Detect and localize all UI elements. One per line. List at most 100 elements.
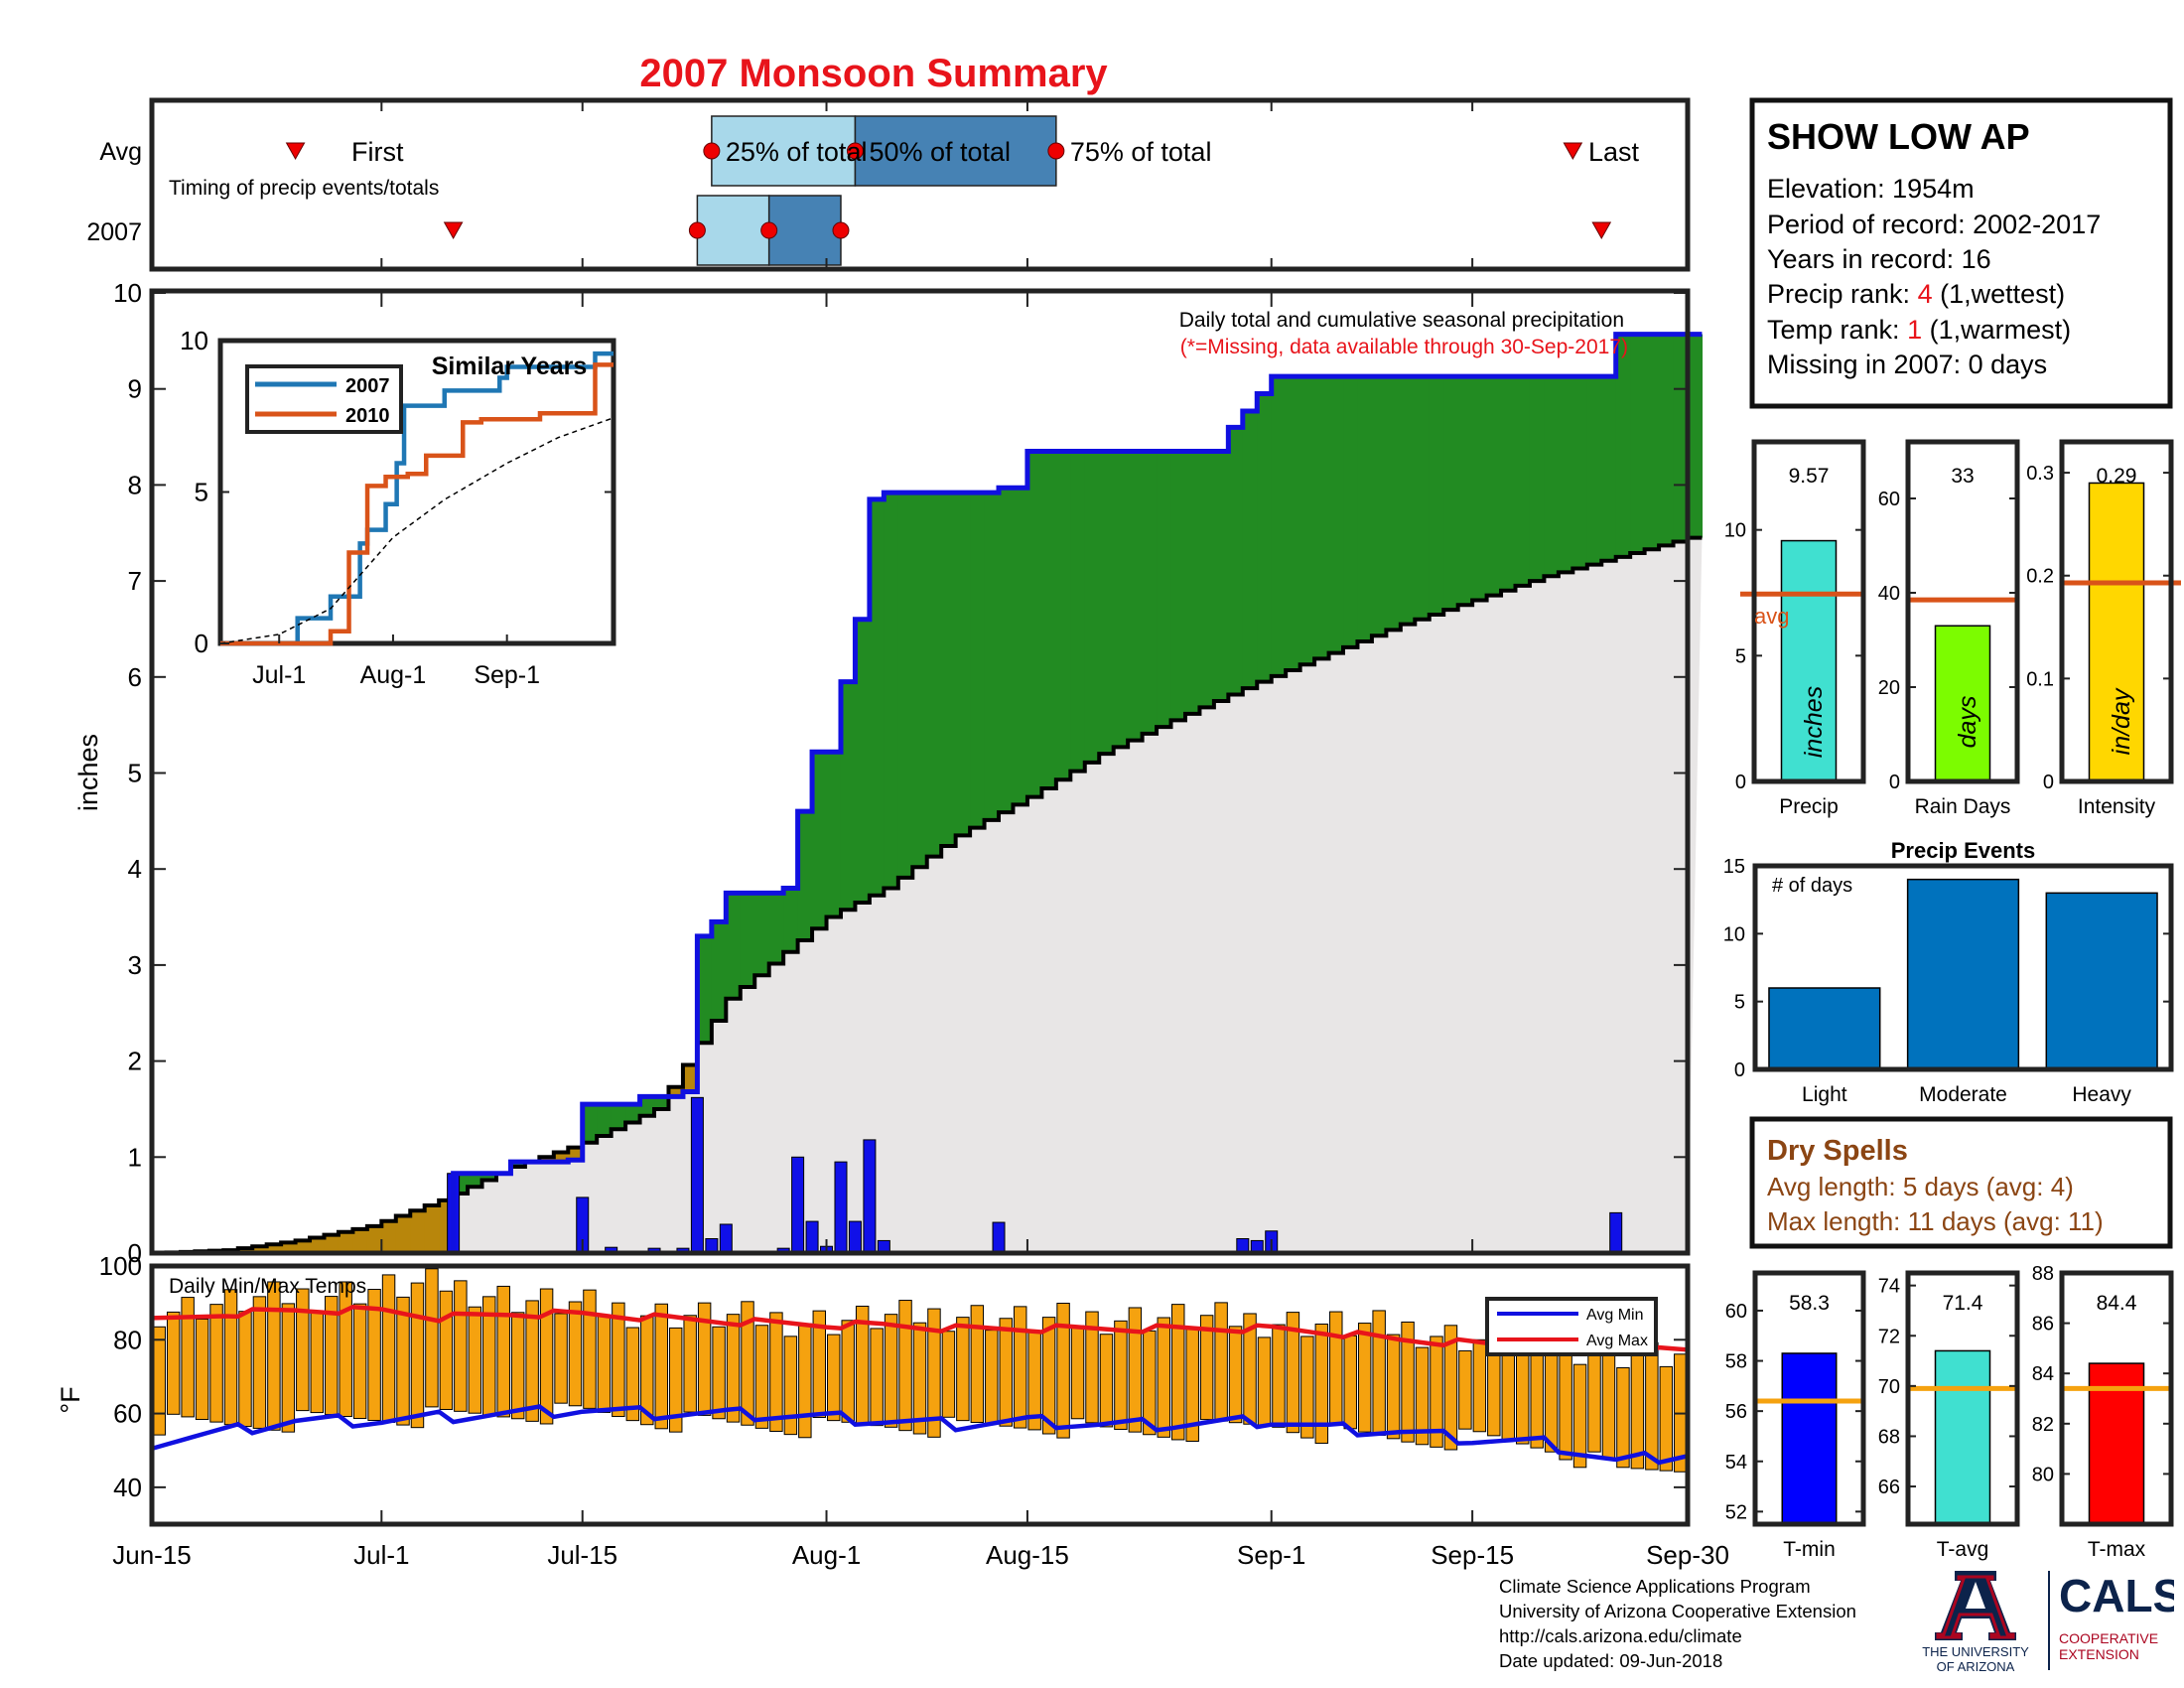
surplus-segment [1415, 376, 1431, 620]
temp-legend-box [1485, 1297, 1658, 1356]
daily-temp-bar [741, 1301, 754, 1426]
t_avg-frame [1905, 1270, 2020, 1527]
y-tick-label: 9 [128, 374, 142, 404]
p75-label: 75% of total [1070, 137, 1212, 167]
daily-temp-bar [1157, 1317, 1171, 1438]
surplus-segment [840, 681, 857, 911]
daily-temp-bar [1443, 1325, 1458, 1451]
deficit-segment [568, 1147, 584, 1161]
surplus-segment [970, 492, 986, 828]
daily-temp-bar [468, 1306, 482, 1414]
x-tick-label: Jun-15 [112, 1540, 192, 1570]
season-precip-avg-label: avg [1754, 604, 1789, 629]
daily-temp-bar [769, 1312, 783, 1433]
surplus-segment [1199, 451, 1215, 708]
surplus-segment [1041, 451, 1057, 788]
footer-credits: Climate Science Applications Program Uni… [1499, 1574, 1856, 1673]
t_avg-y-tick-label: 70 [1878, 1376, 1900, 1398]
rain_days-x-label: Rain Days [1915, 795, 2011, 818]
x-tick-label: Sep-1 [1237, 1540, 1305, 1570]
events-bar-light [1768, 987, 1881, 1070]
station-period: Period of record: 2002-2017 [1767, 210, 2101, 239]
page-title: 2007 Monsoon Summary [639, 52, 1108, 95]
daily-temp-bar [1257, 1336, 1272, 1427]
t_max-y-tick-label: 82 [2032, 1414, 2054, 1436]
t_max-y-tick-label: 86 [2032, 1314, 2054, 1336]
daily-temp-bar [1659, 1365, 1674, 1472]
daily-precip-bar [690, 1096, 704, 1254]
daily-temp-bar [238, 1311, 252, 1428]
surplus-segment [869, 498, 885, 896]
daily-temp-bar [625, 1327, 640, 1422]
daily-temp-bar [597, 1314, 612, 1413]
surplus-segment [1443, 376, 1459, 611]
t_avg-y-tick-label: 74 [1878, 1276, 1900, 1298]
daily-temp-bar [870, 1328, 884, 1427]
t_max-x-label: T-max [2088, 1538, 2146, 1561]
inset-x-tick-label: Jul-1 [252, 661, 306, 689]
daily-precip-bar [719, 1223, 733, 1254]
daily-temp-bar [1645, 1341, 1659, 1471]
daily-temp-bar [1616, 1367, 1630, 1469]
season_precip-frame [1751, 439, 1866, 784]
surplus-segment [639, 1096, 655, 1116]
daily-temp-bar [396, 1296, 410, 1426]
daily-temp-bar [1415, 1346, 1430, 1446]
events-bar-heavy [2045, 892, 2158, 1070]
daily-temp-bar [1572, 1363, 1587, 1469]
t_min-y-tick-label: 56 [1725, 1401, 1747, 1423]
x-tick-label: Sep-30 [1646, 1540, 1729, 1570]
dry-spells-box: Dry Spells Avg length: 5 days (avg: 4) Max… [1749, 1116, 2173, 1249]
dry-spells-title: Dry Spells [1767, 1135, 1908, 1167]
surplus-segment [1371, 376, 1387, 636]
temp-y-tick-label: 100 [99, 1251, 142, 1281]
temp-rank-value: 1 [1907, 315, 1922, 345]
surplus-segment [783, 888, 799, 952]
surplus-segment [1286, 376, 1301, 671]
surplus-segment [855, 619, 871, 904]
daily-precip-bar [992, 1221, 1006, 1254]
surplus-segment [1228, 427, 1244, 695]
daily-temp-bar [612, 1302, 625, 1418]
temp-y-axis-label: °F [56, 1386, 85, 1413]
daily-temp-bar [1401, 1321, 1415, 1443]
events-x-label: Light [1802, 1083, 1847, 1106]
deficit-segment [281, 1242, 297, 1253]
daily-temp-bar [381, 1274, 396, 1423]
footer-line-url[interactable]: http://cals.arizona.edu/climate [1499, 1625, 1742, 1646]
rain_days-value-label: 33 [1951, 465, 1974, 488]
footer-line-date: Date updated: 09-Jun-2018 [1499, 1650, 1723, 1671]
season_precip-y-tick-label: 10 [1724, 520, 1746, 542]
season_precip-y-tick-label: 0 [1735, 772, 1746, 793]
inset-legend-box [245, 364, 403, 434]
timing-panel: Avg 2007 First Last 25% of total 50% of total… [86, 97, 1691, 272]
t_max-y-tick-label: 84 [2032, 1363, 2054, 1385]
daily-temp-bar [223, 1289, 238, 1426]
y-tick-label: 8 [128, 470, 142, 499]
t_avg-x-label: T-avg [1937, 1538, 1989, 1561]
station-info-box: SHOW LOW AP Elevation: 1954m Period of rec… [1749, 97, 2173, 409]
rain_days-y-tick-label: 0 [1889, 772, 1900, 793]
events-bar-moderate [1906, 878, 2020, 1070]
temp-rank-suffix: (1,warmest) [1922, 315, 2071, 345]
surplus-segment [1142, 451, 1158, 734]
daily-temp-bar [985, 1330, 999, 1425]
surplus-segment [1242, 410, 1258, 689]
surplus-segment [1515, 376, 1531, 586]
intensity-y-tick-label: 0.3 [2026, 463, 2054, 485]
legend-label-avg-min: Avg Min [1586, 1307, 1644, 1324]
surplus-segment [711, 921, 727, 1021]
t_min-frame [1752, 1270, 1866, 1527]
cals-logo-line1: COOPERATIVE [2059, 1630, 2158, 1646]
events-y-tick-label: 15 [1723, 856, 1745, 878]
daily-temp-bar [1070, 1325, 1085, 1420]
surplus-segment [1644, 334, 1660, 550]
deficit-segment [295, 1240, 311, 1253]
cumulative-precip-chart: 0 1 2 3 4 5 6 7 8 9 10 inches Daily total and cumula… [73, 278, 1704, 1268]
y-axis-label: inches [73, 734, 103, 811]
daily-temp-bar [1314, 1324, 1329, 1444]
precip-rank-prefix: Precip rank: [1767, 279, 1918, 309]
p25-label: 25% of total [726, 137, 868, 167]
surplus-segment [1328, 376, 1344, 653]
daily-temp-bar [683, 1315, 697, 1413]
